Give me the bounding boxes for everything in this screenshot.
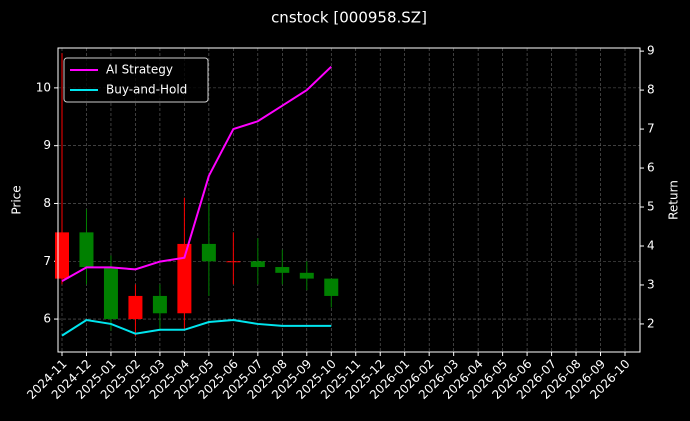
y-tick-label: 6 bbox=[43, 312, 51, 326]
candle-body bbox=[177, 243, 192, 314]
candle-body bbox=[79, 232, 94, 268]
candle-body bbox=[128, 295, 143, 320]
y-tick-label: 8 bbox=[43, 196, 51, 210]
y2-tick-label: 4 bbox=[647, 238, 655, 252]
y2-tick-label: 3 bbox=[647, 277, 655, 291]
candle-body bbox=[275, 267, 290, 273]
y-tick-label: 10 bbox=[36, 80, 51, 94]
legend-box bbox=[63, 57, 209, 103]
candle-body bbox=[55, 232, 69, 279]
y-tick-label: 9 bbox=[43, 138, 51, 152]
y2-axis-label: Return bbox=[667, 180, 681, 220]
candle-body bbox=[226, 261, 241, 263]
candle-body bbox=[299, 272, 314, 279]
legend-label: AI Strategy bbox=[106, 63, 173, 77]
candle-body bbox=[152, 295, 167, 314]
return-line bbox=[61, 318, 332, 337]
y2-tick-label: 8 bbox=[647, 83, 655, 97]
candle-body bbox=[250, 261, 265, 268]
y2-tick-label: 5 bbox=[647, 200, 655, 214]
plot-frame bbox=[57, 47, 641, 353]
candle-body bbox=[103, 267, 118, 320]
candle-body bbox=[201, 243, 216, 262]
y-axis-label: Price bbox=[10, 185, 24, 214]
return-line bbox=[61, 65, 332, 282]
y2-tick-label: 7 bbox=[647, 122, 655, 136]
legend: AI Strategy Buy-and-Hold bbox=[63, 57, 209, 103]
y2-tick-label: 9 bbox=[647, 44, 655, 58]
legend-label: Buy-and-Hold bbox=[106, 83, 187, 97]
y2-tick-label: 6 bbox=[647, 161, 655, 175]
candle-body bbox=[324, 278, 339, 296]
y-tick-label: 7 bbox=[43, 254, 51, 268]
chart-title: cnstock [000958.SZ] bbox=[271, 9, 427, 27]
y2-tick-label: 2 bbox=[647, 316, 655, 330]
